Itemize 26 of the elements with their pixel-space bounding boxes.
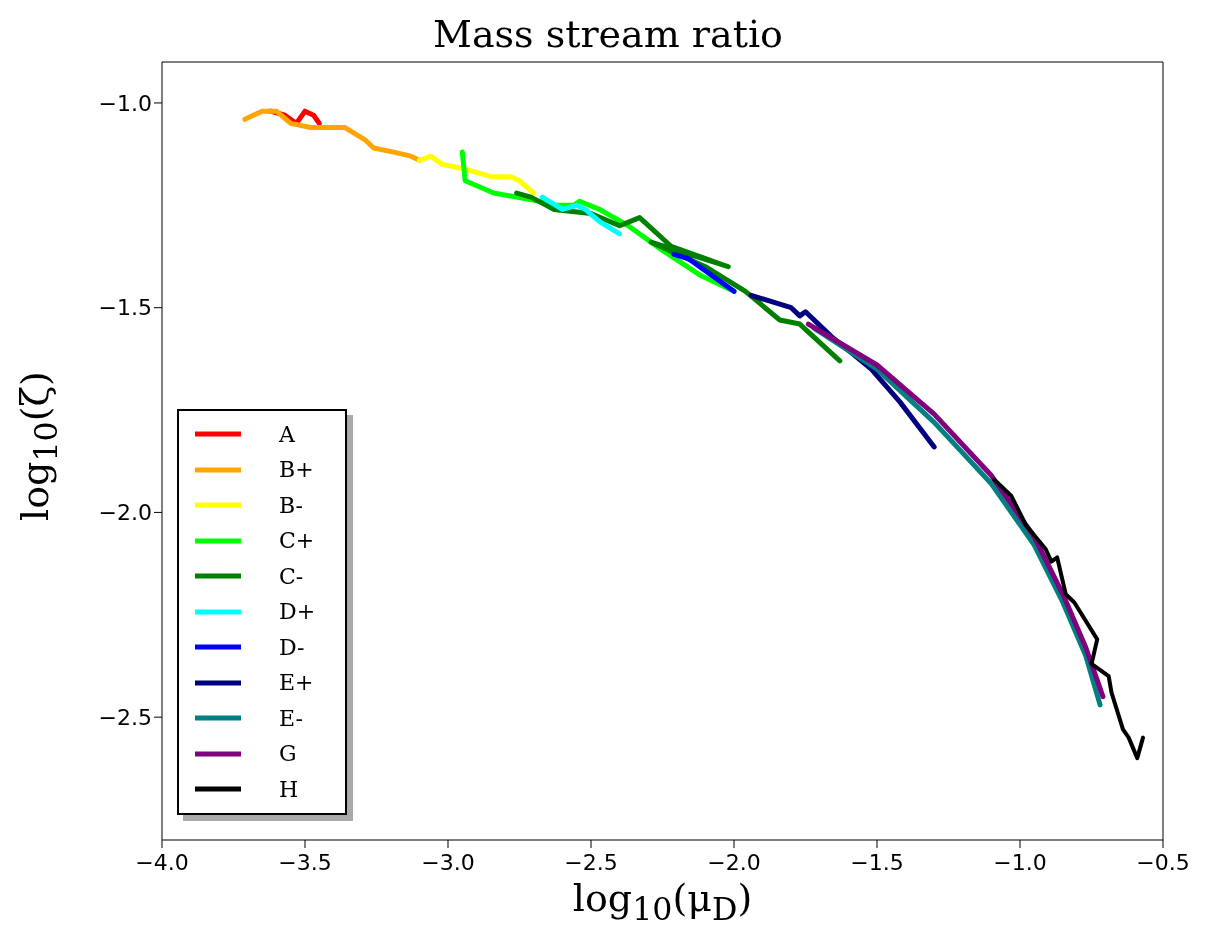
x-tick-label: −2.0 (707, 849, 761, 875)
x-axis-title: log$_{10}$(μ$_{D}$) (571, 876, 754, 927)
y-tick-label: −2.0 (98, 500, 152, 526)
legend-label: E- (279, 705, 303, 731)
x-tick-label: −1.0 (993, 849, 1047, 875)
x-tick-label: −0.5 (1136, 849, 1190, 875)
legend-label: D- (279, 634, 305, 660)
legend-label: H (279, 776, 299, 802)
legend-label: A (279, 421, 295, 447)
x-tick-label: −2.5 (564, 849, 618, 875)
legend-label: G (279, 741, 297, 767)
legend-label: B- (279, 492, 304, 518)
y-tick-label: −1.0 (98, 90, 152, 116)
line-series (992, 477, 1145, 761)
legend-label: C+ (279, 528, 315, 554)
y-tick-label: −2.5 (98, 704, 152, 730)
x-tick-label: −3.0 (421, 849, 475, 875)
x-tick-label: −3.5 (278, 849, 332, 875)
x-tick-label: −4.0 (135, 849, 189, 875)
legend-label: E+ (279, 670, 314, 696)
legend-label: B+ (279, 457, 314, 483)
legend-label: D+ (279, 599, 316, 625)
chart-title: Mass stream ratio (432, 12, 784, 56)
x-tick-label: −1.5 (850, 849, 904, 875)
legend-label: C- (279, 563, 304, 589)
y-tick-label: −1.5 (98, 295, 152, 321)
